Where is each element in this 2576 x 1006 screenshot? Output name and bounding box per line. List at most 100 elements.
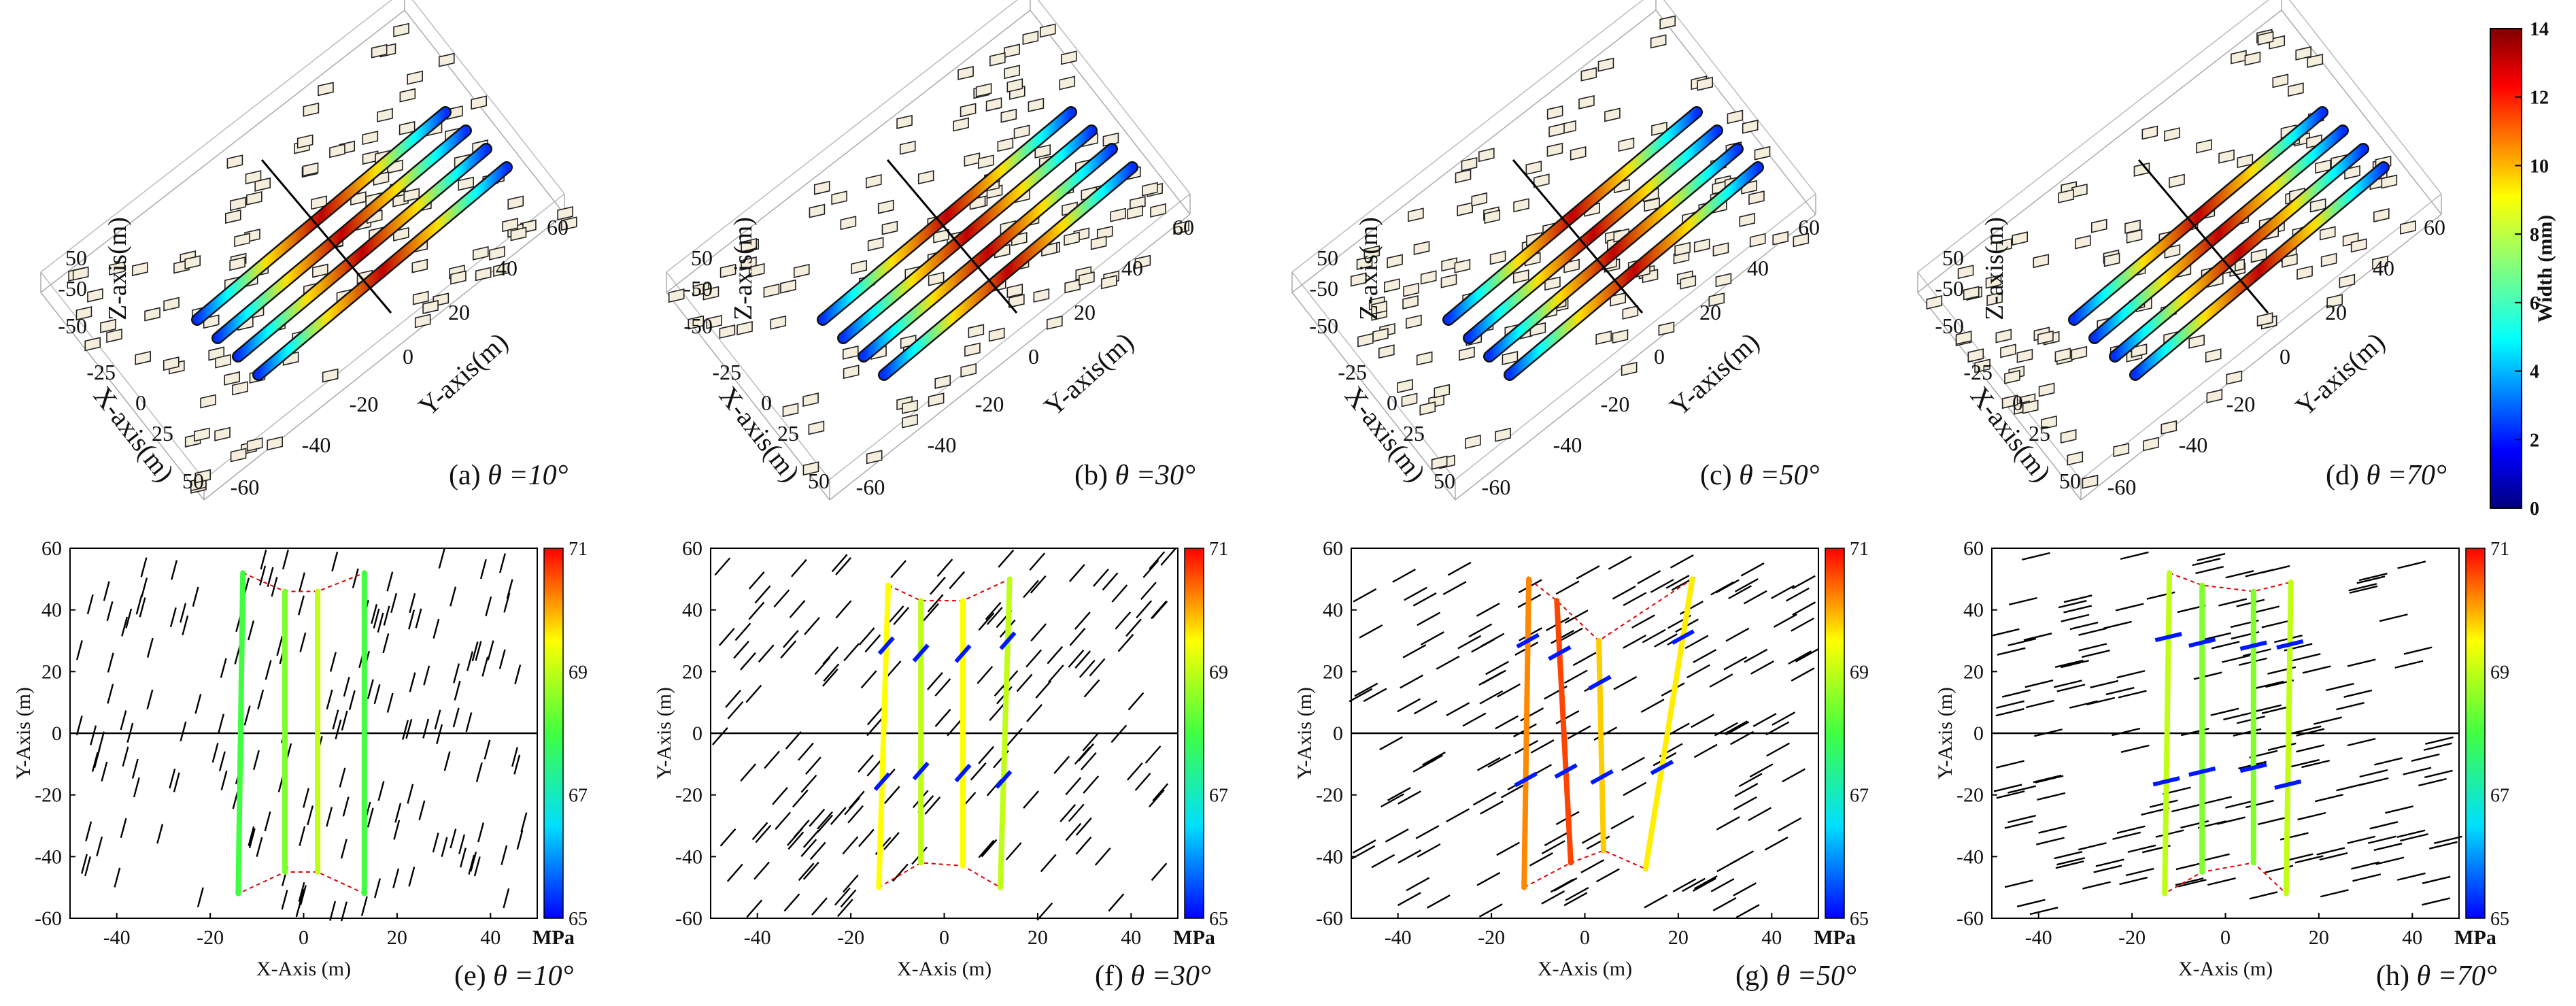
caption-theta: θ =70° <box>2416 960 2496 992</box>
natural-fracture <box>2078 842 2107 851</box>
y-tick-label: 40 <box>496 256 518 280</box>
natural-fracture <box>927 594 944 613</box>
natural-fracture <box>1500 784 1525 799</box>
natural-fracture-plate <box>964 152 981 167</box>
natural-fracture <box>2385 805 2413 814</box>
natural-fracture <box>2155 829 2184 838</box>
x-tick-label: 20 <box>387 926 407 949</box>
natural-fracture <box>103 581 110 601</box>
width-colorbar-bar <box>2490 28 2522 509</box>
natural-fracture-plate <box>2103 252 2120 267</box>
natural-fracture-plate <box>1371 300 1387 315</box>
natural-fracture-plate <box>928 392 945 407</box>
natural-fracture <box>139 597 146 618</box>
stress-colorbar <box>1184 548 1204 919</box>
natural-fracture <box>182 615 189 635</box>
y-tick-label: -60 <box>231 475 260 499</box>
natural-fracture <box>1680 601 1704 615</box>
natural-fracture <box>282 550 289 570</box>
natural-fracture-plate <box>2196 139 2212 154</box>
x-axis-label: X-Axis (m) <box>2178 958 2273 980</box>
natural-fracture-plate <box>246 437 263 452</box>
natural-fracture-plate <box>1570 146 1587 161</box>
natural-fracture <box>823 663 840 682</box>
activated-natural-fracture <box>2188 766 2216 777</box>
natural-fracture <box>2069 621 2099 631</box>
natural-fracture <box>450 586 457 607</box>
box-edge <box>1291 10 1657 293</box>
natural-fracture <box>84 856 91 877</box>
natural-fracture <box>479 559 487 580</box>
stress-colorbar-tick-label: 69 <box>2490 662 2509 683</box>
natural-fracture-plate <box>318 82 334 97</box>
natural-fracture <box>2296 744 2325 753</box>
natural-fracture <box>260 550 267 570</box>
natural-fracture <box>2397 560 2426 569</box>
natural-fracture <box>754 585 771 604</box>
natural-fracture <box>934 709 951 727</box>
natural-fracture-plate <box>2160 420 2177 435</box>
natural-fracture <box>2253 704 2282 713</box>
natural-fracture <box>2210 707 2239 716</box>
caption-theta: θ =30° <box>1115 460 1195 491</box>
hydraulic-fracture-4 <box>997 576 1013 890</box>
y-axis-label: Y-axis(m) <box>412 326 513 422</box>
y-tick-label: -60 <box>1482 475 1511 499</box>
natural-fracture-plate <box>132 262 148 277</box>
natural-fracture-plate <box>782 403 799 418</box>
natural-fracture <box>1996 700 2024 709</box>
natural-fracture <box>520 812 528 833</box>
caption-theta: θ =50° <box>1776 960 1856 992</box>
width-colorbar-tick-label: 12 <box>2530 88 2549 109</box>
natural-fracture <box>1026 704 1043 722</box>
natural-fracture <box>1563 669 1588 684</box>
y-tick-label: -60 <box>856 475 885 499</box>
activated-natural-fracture <box>1514 771 1538 788</box>
natural-fracture <box>458 834 466 854</box>
stress-colorbar-tick-label: 65 <box>569 909 588 930</box>
natural-fracture <box>751 822 768 841</box>
natural-fracture-plate <box>1955 331 1972 346</box>
box-edge-top <box>666 271 830 480</box>
natural-fracture <box>299 572 306 592</box>
y-tick-label: -40 <box>302 433 331 457</box>
natural-fracture <box>1725 627 1750 642</box>
natural-fracture <box>1654 633 1678 648</box>
natural-fracture <box>1065 777 1082 796</box>
natural-fracture-plate <box>1013 124 1030 139</box>
box-edge-top <box>829 193 1191 480</box>
panel-2d-h: -40 -20 0 20 40 60 40 20 0 -20 -40 -60 X-Axis (m) Y-A… <box>1934 537 2509 992</box>
natural-fracture <box>1716 816 1740 831</box>
natural-fracture-plate <box>1478 148 1495 163</box>
y-tick-label: 20 <box>1963 660 1984 683</box>
natural-fracture <box>1738 773 1763 788</box>
panel-2d-e: -40 -20 0 20 40 60 40 20 0 -20 -40 -60 X-Axis (m) Y-A… <box>12 537 588 992</box>
natural-fracture <box>1006 728 1023 746</box>
width-colorbar-tick-label: 6 <box>2530 293 2539 314</box>
natural-fracture-plate <box>1142 182 1158 197</box>
natural-fracture <box>836 899 853 918</box>
natural-fracture <box>1772 711 1796 726</box>
natural-fracture <box>2396 829 2426 838</box>
y-axis-label: Y-Axis (m) <box>1293 687 1316 779</box>
natural-fracture <box>755 824 772 843</box>
stress-colorbar-tick-label: 65 <box>1209 909 1228 930</box>
natural-fracture-plate <box>1408 207 1424 222</box>
natural-fracture <box>1094 848 1111 866</box>
natural-fracture <box>1089 658 1106 677</box>
stimulated-region <box>1523 577 1693 889</box>
natural-fracture <box>329 901 337 921</box>
natural-fracture <box>2036 837 2065 845</box>
natural-fracture-plate <box>1387 254 1403 269</box>
natural-fracture-plate <box>1150 203 1166 218</box>
natural-fracture <box>248 620 255 641</box>
natural-fracture-plate <box>2205 348 2222 363</box>
activated-natural-fracture <box>999 631 1017 650</box>
natural-fracture-plate <box>1457 202 1473 217</box>
x-tick-label: -40 <box>1385 926 1412 949</box>
natural-fracture-plate <box>194 469 211 484</box>
natural-fracture <box>2403 767 2432 775</box>
caption-theta: θ =10° <box>488 460 568 491</box>
natural-fracture-plate <box>1742 119 1759 134</box>
